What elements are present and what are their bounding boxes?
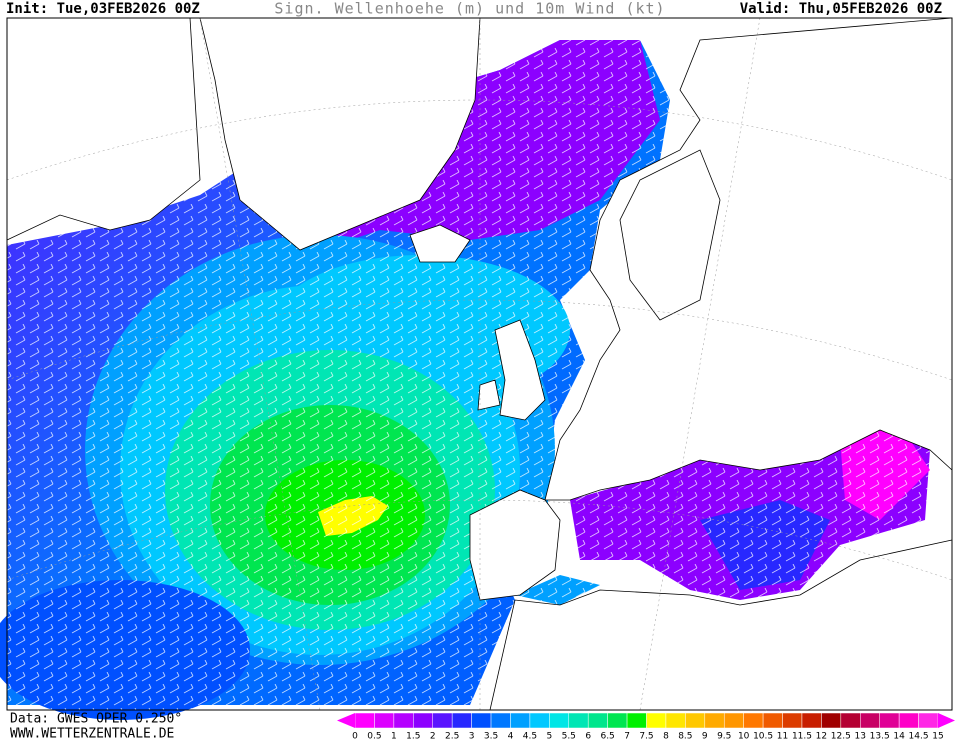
valid-time: Valid: Thu,05FEB2026 00Z [740,1,942,17]
scale-label: 12 [816,732,827,741]
scale-box [451,712,472,729]
scale-box [490,712,511,729]
land [6,17,953,711]
scale-box [704,712,725,729]
over-arrow [938,713,955,728]
scale-box [918,712,939,729]
scale-box [374,712,395,729]
scale-box [587,712,608,729]
scale-label: 13 [855,732,866,741]
scale-label: 11 [777,732,788,741]
scale-label: 11.5 [792,732,812,741]
scale-label: 9 [702,732,708,741]
scale-box [626,712,647,729]
scale-box [471,712,492,729]
scale-box [354,712,375,729]
map-frame [6,17,953,711]
scale-label: 2 [430,732,436,741]
scale-label: 14.5 [909,732,929,741]
scale-box [743,712,764,729]
scale-label: 0 [352,732,358,741]
scale-label: 8 [663,732,669,741]
init-time: Init: Tue,03FEB2026 00Z [6,1,200,17]
scale-box [568,712,589,729]
scale-label: 6.5 [600,732,614,741]
scale-box [821,712,842,729]
scale-label: 0.5 [367,732,381,741]
scale-label: 10.5 [753,732,773,741]
scale-box [607,712,628,729]
scale-label: 8.5 [678,732,692,741]
scale-label: 10 [738,732,750,741]
scale-box [723,712,744,729]
scale-box [646,712,667,729]
scale-label: 5.5 [562,732,576,741]
color-scale: 0 0.5 1 1.5 2 2.5 3 3.5 4 4.5 5 5.5 6 6.5 7 7.5 8 8.5 9 9.5… [337,712,955,741]
scale-box [782,712,803,729]
scale-box [393,712,414,729]
scale-label: 7.5 [639,732,653,741]
scale-box [529,712,550,729]
scale-box [801,712,822,729]
scale-label: 12.5 [831,732,851,741]
scale-label: 4.5 [523,732,537,741]
scale-box [685,712,706,729]
scale-label: 5 [546,732,552,741]
scale-box [510,712,531,729]
graticule [6,17,953,711]
map-title: Sign. Wellenhoehe (m) und 10m Wind (kt) [274,0,665,18]
scale-label: 3 [469,732,475,741]
scale-label: 7 [624,732,630,741]
scale-label: 1.5 [406,732,420,741]
scale-label: 3.5 [484,732,498,741]
scale-box [665,712,686,729]
scale-label: 2.5 [445,732,459,741]
scale-box [413,712,433,729]
scale-label: 6 [585,732,591,741]
scale-label: 15 [932,732,943,741]
scale-label: 1 [391,732,397,741]
site-name: WWW.WETTERZENTRALE.DE [10,727,174,741]
scale-box [762,712,783,729]
scale-box [860,712,880,729]
scale-box [549,712,570,729]
scale-box [879,712,900,729]
scale-label: 14 [893,732,905,741]
scale-label: 13.5 [870,732,890,741]
scale-label: 4 [508,732,514,741]
scale-box [432,712,453,729]
under-arrow [337,713,355,728]
data-source: Data: GWES OPER 0.250° [10,712,182,727]
scale-box [840,712,861,729]
scale-label: 9.5 [717,732,731,741]
scale-box [898,712,919,729]
